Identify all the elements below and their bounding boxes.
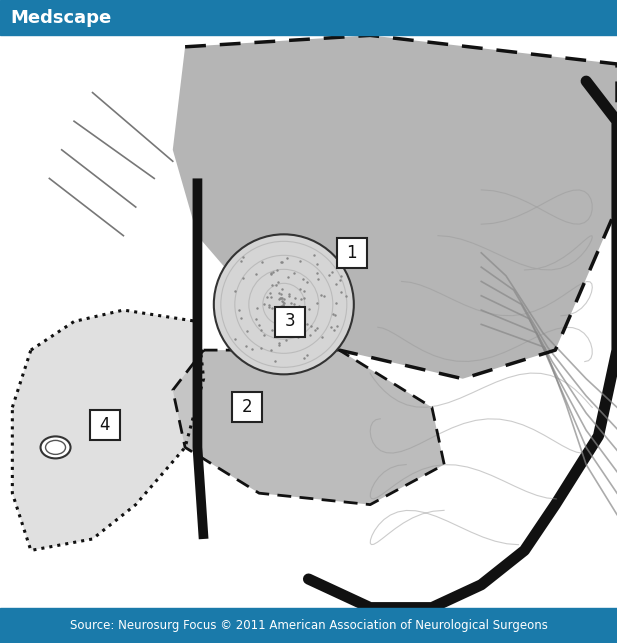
- Polygon shape: [12, 310, 204, 550]
- FancyBboxPatch shape: [337, 238, 366, 268]
- Ellipse shape: [41, 437, 70, 458]
- Circle shape: [214, 234, 354, 374]
- FancyBboxPatch shape: [232, 392, 262, 422]
- Bar: [0, 0, 617, 35]
- Text: 2: 2: [241, 399, 252, 416]
- Polygon shape: [173, 35, 617, 379]
- Text: 3: 3: [284, 312, 296, 331]
- Text: Medscape: Medscape: [10, 9, 111, 26]
- Polygon shape: [173, 350, 444, 505]
- Bar: [0, 608, 617, 643]
- Text: 1: 1: [346, 244, 357, 262]
- Text: Source: Neurosurg Focus © 2011 American Association of Neurological Surgeons: Source: Neurosurg Focus © 2011 American …: [70, 619, 547, 632]
- FancyBboxPatch shape: [90, 410, 120, 440]
- FancyBboxPatch shape: [275, 307, 305, 336]
- Text: 4: 4: [99, 415, 110, 433]
